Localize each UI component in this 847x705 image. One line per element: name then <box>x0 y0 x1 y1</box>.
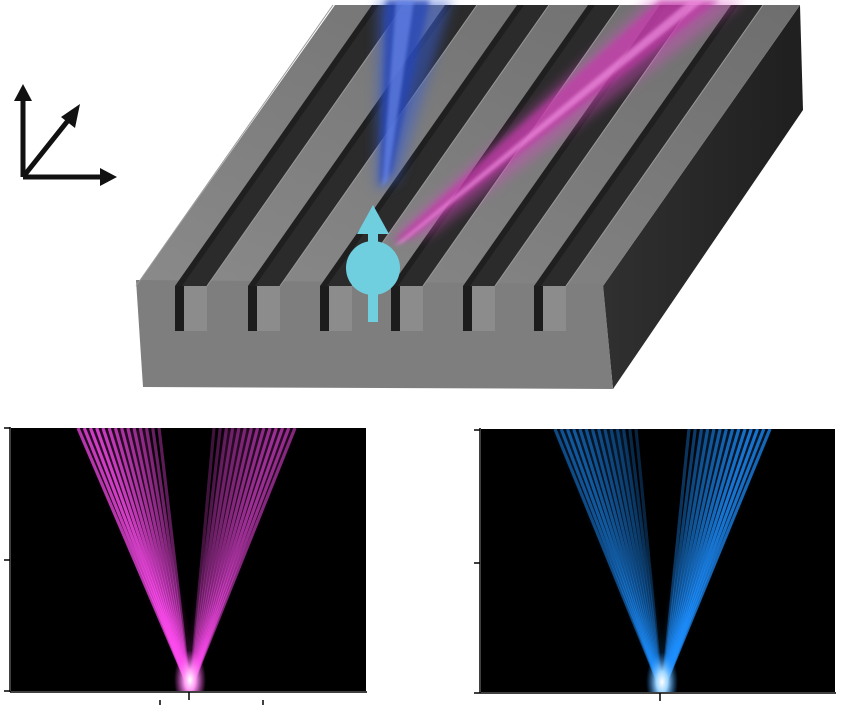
fringe-glow <box>78 428 295 690</box>
coordinate-axes-icon <box>14 84 117 186</box>
ridge-edge <box>135 4 334 287</box>
groove-floor <box>541 5 763 286</box>
ridge-edge <box>565 4 764 287</box>
fringe-apex-glow <box>646 652 678 692</box>
right-plot-fringes <box>553 429 772 692</box>
groove-notch-shadow <box>534 286 543 331</box>
left-fringe-plot <box>4 427 367 705</box>
groove-notch-shadow <box>175 286 184 331</box>
groove-floor <box>182 5 404 286</box>
groove-floor <box>327 5 549 286</box>
groove-notch-shadow <box>320 286 329 331</box>
left-plot-axes <box>4 427 367 705</box>
block-side-face <box>603 5 803 389</box>
right-fringe-plot <box>474 428 836 701</box>
groove-notch-shadow <box>248 286 257 331</box>
fringe-glow <box>555 429 770 692</box>
groove-notch-shadow <box>391 286 400 331</box>
right-plot-axes <box>474 428 836 701</box>
spin-up-particle-icon <box>346 205 400 322</box>
groove-notch-shadow <box>463 286 472 331</box>
fringe-apex-glow <box>174 650 206 691</box>
blue-beam <box>376 0 452 190</box>
ridge-edge <box>206 4 405 287</box>
left-plot-fringes <box>76 428 297 691</box>
ridge-edge <box>351 4 550 287</box>
magenta-beam <box>390 0 745 246</box>
